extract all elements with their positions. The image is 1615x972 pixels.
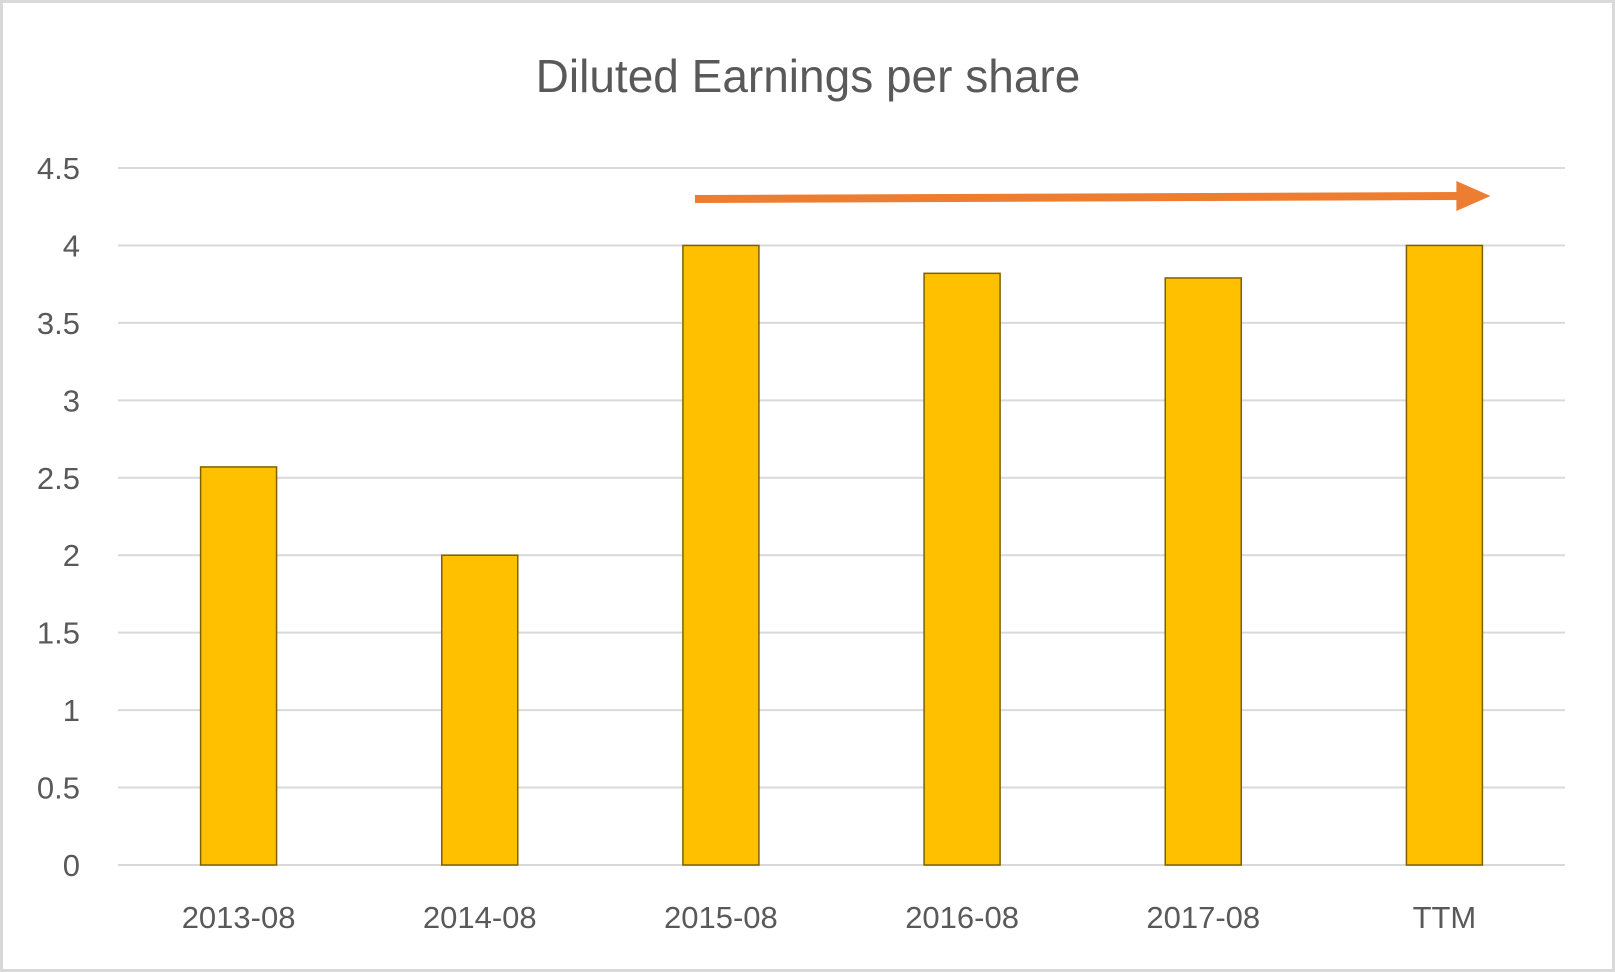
y-tick-label: 4 — [63, 228, 80, 263]
y-tick-label: 0.5 — [37, 771, 80, 806]
bar-2017-08 — [1164, 277, 1242, 866]
x-tick-label: 2017-08 — [1146, 900, 1260, 935]
x-tick-label: 2015-08 — [664, 900, 778, 935]
bar-2013-08 — [199, 466, 278, 866]
x-tick-label: 2014-08 — [423, 900, 537, 935]
bars — [199, 244, 1484, 866]
y-tick-label: 1.5 — [37, 616, 80, 651]
x-axis-tick-labels: 2013-08 2014-08 2015-08 2016-08 2017-08 TTM — [182, 900, 1477, 935]
y-tick-label: 2 — [63, 538, 80, 573]
y-tick-label: 1 — [63, 693, 80, 728]
annotations — [694, 181, 1491, 211]
x-tick-label: 2016-08 — [905, 900, 1019, 935]
y-tick-label: 3 — [63, 383, 80, 418]
bar-2014-08 — [441, 554, 519, 866]
gridlines — [118, 167, 1565, 866]
x-tick-label: TTM — [1413, 900, 1477, 935]
bar-2015-08 — [682, 244, 760, 866]
bar-TTM — [1405, 244, 1484, 866]
bar-2016-08 — [923, 272, 1001, 866]
trend-arrow-shaft — [694, 192, 1465, 203]
x-tick-label: 2013-08 — [182, 900, 296, 935]
trend-arrow-head — [1456, 181, 1491, 211]
chart-title: Diluted Earnings per share — [536, 50, 1081, 102]
y-tick-label: 4.5 — [37, 151, 80, 186]
y-tick-label: 0 — [63, 848, 80, 883]
y-tick-label: 2.5 — [37, 461, 80, 496]
y-tick-label: 3.5 — [37, 306, 80, 341]
y-axis-tick-labels: 0 0.5 1 1.5 2 2.5 3 3.5 4 4.5 — [37, 151, 80, 883]
